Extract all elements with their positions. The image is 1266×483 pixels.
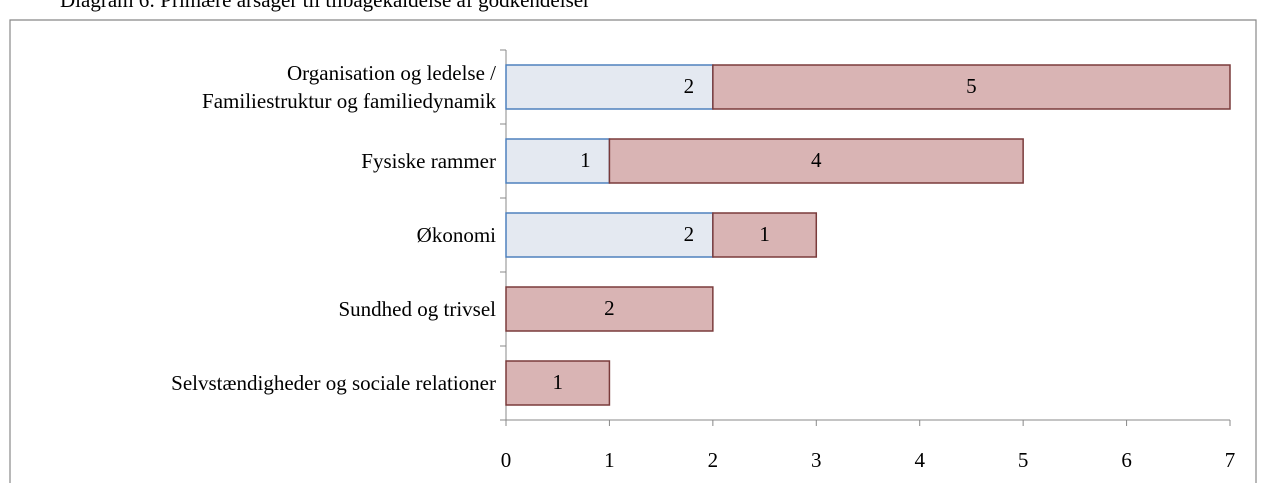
category-label: Sundhed og trivsel [338,297,497,321]
bar [505,286,714,332]
data-label: 2 [604,296,615,320]
bar [505,212,714,258]
bar [505,138,611,184]
data-label: 2 [684,74,695,98]
data-label: 1 [552,370,563,394]
bar [505,360,611,406]
category-label: Økonomi [416,223,496,247]
bar [505,64,714,110]
frame [9,19,1257,483]
x-tick-label: 5 [1018,448,1029,472]
bar [608,138,1024,184]
x-tick-label: 3 [811,448,822,472]
bar [712,64,1231,110]
data-label: 4 [811,148,822,172]
category-label: Organisation og ledelse / Familiestruktu… [202,61,496,113]
x-tick-label: 2 [708,448,719,472]
data-label: 1 [759,222,770,246]
x-tick-label: 7 [1225,448,1236,472]
data-label: 2 [684,222,695,246]
bar [712,212,818,258]
x-tick-label: 1 [604,448,615,472]
category-label: Selvstændigheder og sociale relationer [171,371,496,395]
x-tick-label: 0 [501,448,512,472]
chart-title: Diagram 6: Primære årsager til tilbageka… [60,0,590,12]
x-tick-label: 4 [914,448,925,472]
data-label: 1 [580,148,591,172]
data-label: 5 [966,74,977,98]
category-label: Fysiske rammer [361,149,496,173]
x-tick-label: 6 [1121,448,1132,472]
